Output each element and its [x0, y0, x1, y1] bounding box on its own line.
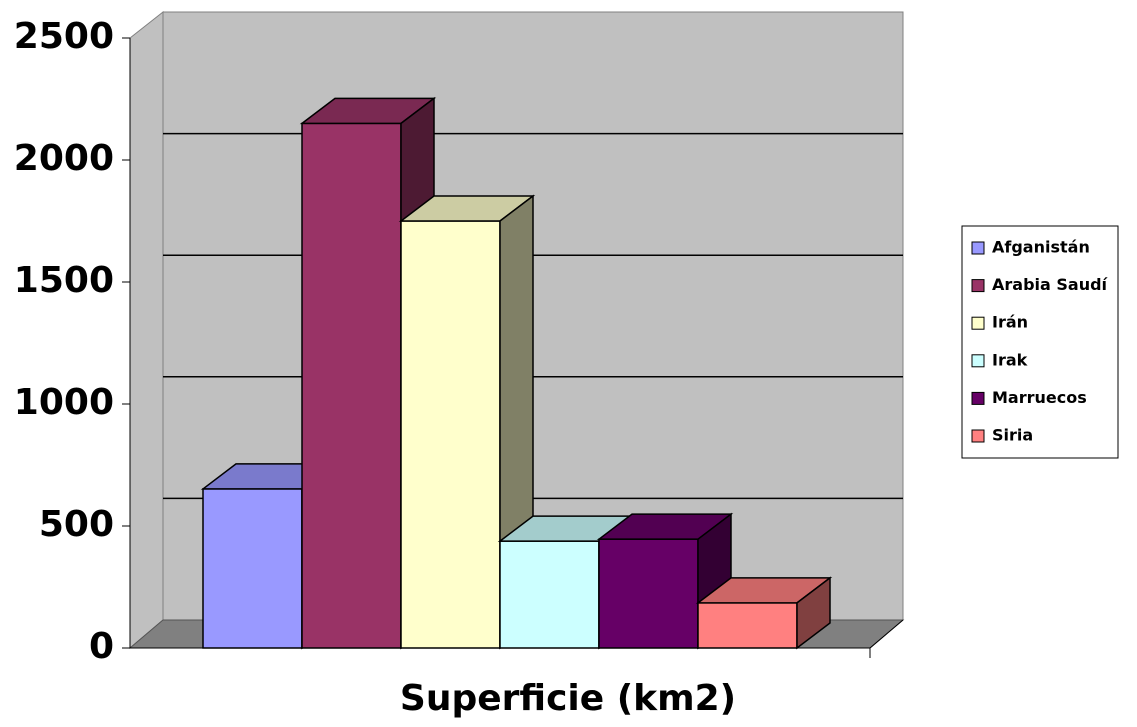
x-axis-title: Superficie (km2) — [400, 678, 736, 719]
y-tick-label: 0 — [89, 626, 114, 667]
legend-label: Arabia Saudí — [992, 275, 1109, 294]
legend-label: Afganistán — [992, 238, 1090, 257]
legend-swatch — [971, 354, 985, 368]
bar-front — [400, 220, 501, 649]
legend — [961, 225, 1119, 459]
bar-front — [697, 602, 798, 649]
bar-front — [499, 540, 600, 649]
legend-swatch — [971, 429, 985, 443]
y-tick-label: 1000 — [14, 382, 114, 423]
legend-label: Irán — [992, 313, 1028, 332]
legend-swatch — [971, 391, 985, 405]
legend-label: Marruecos — [992, 388, 1087, 407]
bar-front — [598, 538, 699, 649]
legend-swatch — [971, 279, 985, 293]
legend-label: Irak — [992, 350, 1028, 369]
side-wall — [129, 10, 164, 650]
y-tick-label: 500 — [39, 504, 114, 545]
legend-label: Siria — [992, 426, 1033, 445]
y-tick-label: 1500 — [14, 260, 114, 301]
legend-swatch — [971, 241, 985, 255]
y-tick-label: 2000 — [14, 138, 114, 179]
bar-front — [202, 488, 303, 649]
bar-side — [796, 576, 831, 650]
bar-front — [301, 122, 402, 649]
y-tick-label: 2500 — [14, 16, 114, 57]
legend-swatch — [971, 316, 985, 330]
